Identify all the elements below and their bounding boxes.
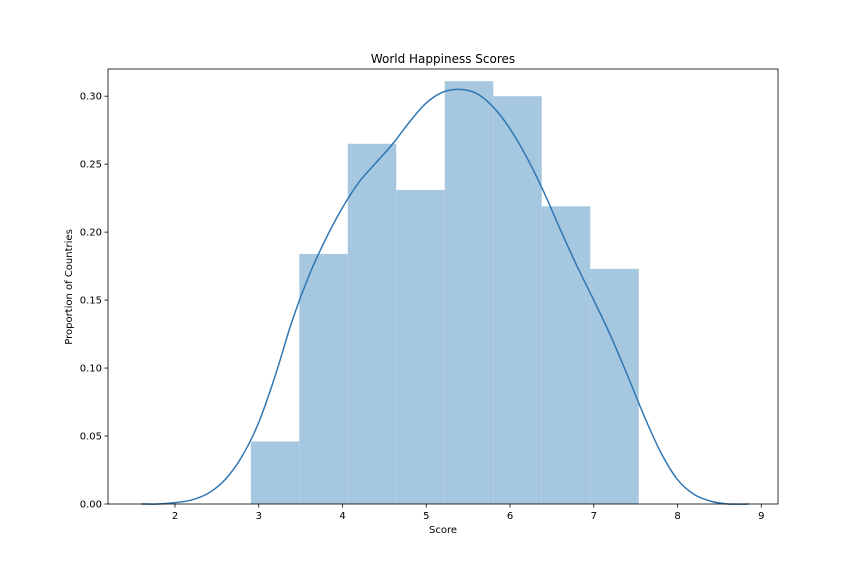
histogram-bar: [299, 253, 348, 504]
x-tick-label: 9: [758, 511, 764, 522]
histogram-bar: [444, 81, 494, 504]
x-tick-label: 3: [256, 511, 262, 522]
y-tick-label: 0.15: [80, 296, 102, 307]
chart-title: World Happiness Scores: [371, 52, 515, 66]
y-tick-label: 0.25: [80, 160, 102, 171]
histogram-bar: [541, 206, 591, 504]
x-axis-label: Score: [429, 525, 457, 536]
histogram-bars: [250, 81, 639, 504]
kde-curve-group: [141, 88, 749, 505]
x-axis-ticks: 2 3 4 5 6 7 8 9: [172, 504, 764, 522]
x-tick-label: 5: [423, 511, 429, 522]
x-tick-label: 7: [591, 511, 597, 522]
kde-curve: [141, 88, 749, 505]
histogram-bar: [493, 96, 542, 504]
x-tick-label: 6: [507, 511, 513, 522]
x-tick-label: 2: [172, 511, 178, 522]
histogram-bar: [250, 441, 300, 504]
y-tick-label: 0.10: [80, 364, 102, 375]
y-tick-label: 0.20: [80, 228, 102, 239]
y-axis-ticks: 0.00 0.05 0.10 0.15 0.20 0.25 0.30: [80, 92, 108, 511]
y-tick-label: 0.05: [80, 432, 102, 443]
histogram-bar: [347, 143, 397, 504]
histogram-bar: [396, 189, 445, 504]
y-axis-label: Proportion of Countries: [64, 229, 75, 345]
y-tick-label: 0.30: [80, 92, 102, 103]
plot-frame: [107, 68, 779, 505]
x-tick-label: 8: [674, 511, 680, 522]
y-tick-label: 0.00: [80, 500, 102, 511]
x-tick-label: 4: [339, 511, 345, 522]
